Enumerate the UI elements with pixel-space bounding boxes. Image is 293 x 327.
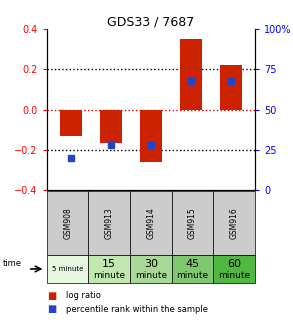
Text: ■: ■ [47,291,56,301]
Text: GSM915: GSM915 [188,207,197,239]
Bar [140,110,162,162]
Bar [220,65,242,110]
Text: GSM916: GSM916 [230,207,239,239]
Text: ■: ■ [47,304,56,314]
Text: minute: minute [135,271,167,280]
Text: log ratio: log ratio [66,291,101,301]
Text: GSM914: GSM914 [146,207,155,239]
Text: 45: 45 [185,259,200,269]
Text: 30: 30 [144,259,158,269]
Bar [100,110,122,143]
Text: minute: minute [176,271,209,280]
Text: percentile rank within the sample: percentile rank within the sample [66,304,208,314]
Text: GSM908: GSM908 [63,207,72,239]
Text: 5 minute: 5 minute [52,266,84,272]
Bar [60,110,82,136]
Text: 60: 60 [227,259,241,269]
Bar [180,40,202,110]
Text: time: time [3,259,22,267]
Text: GSM913: GSM913 [105,207,114,239]
Text: minute: minute [218,271,250,280]
Title: GDS33 / 7687: GDS33 / 7687 [107,15,195,28]
Text: minute: minute [93,271,125,280]
Text: 15: 15 [102,259,116,269]
